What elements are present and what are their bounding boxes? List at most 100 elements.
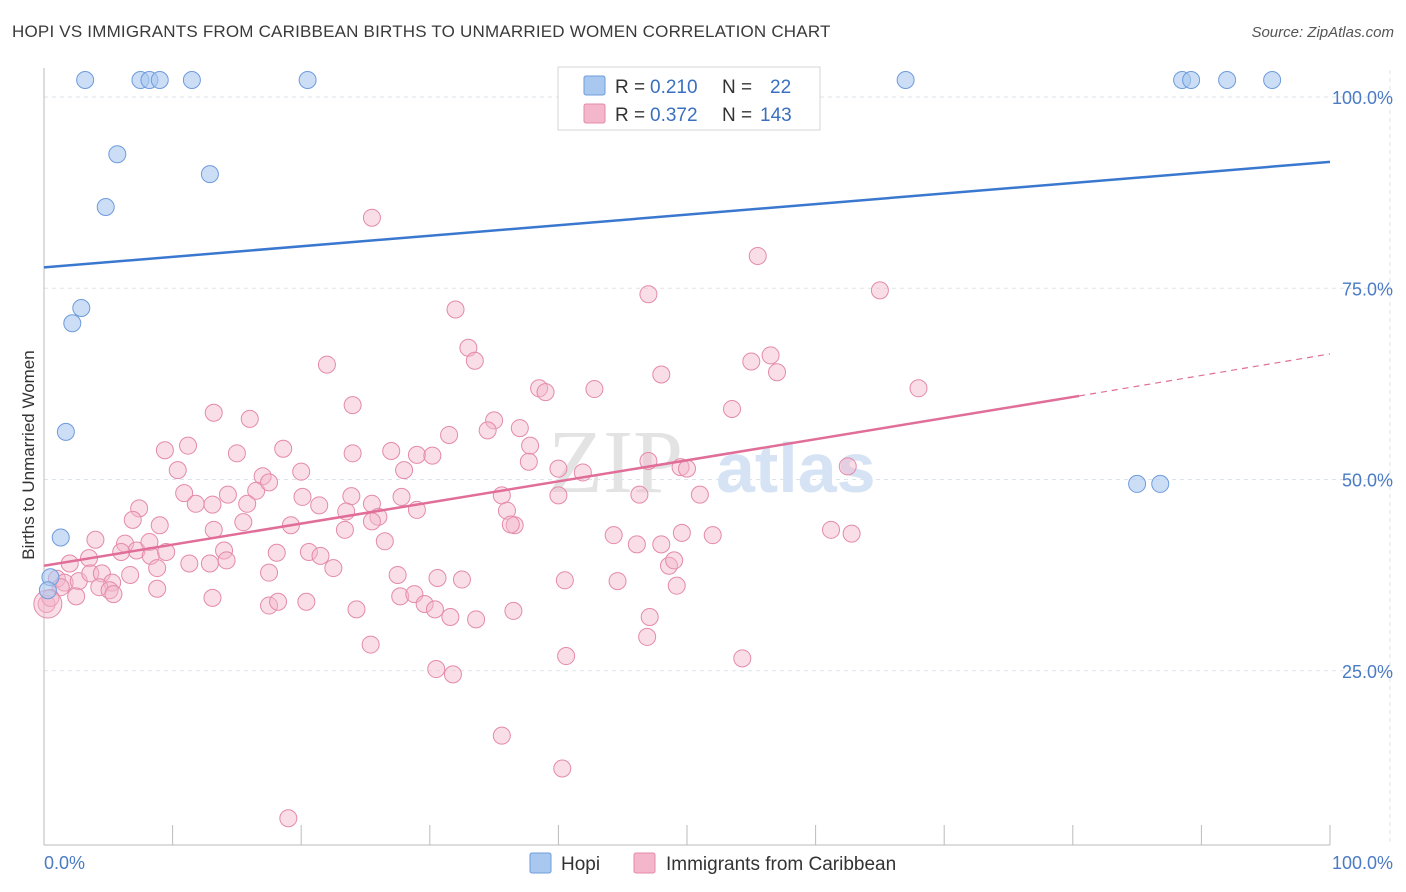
caribbean-point — [415, 595, 434, 614]
hopi-trend-line — [43, 160, 1331, 269]
caribbean-point — [140, 533, 159, 552]
caribbean-point — [204, 403, 223, 422]
legend-caribbean-swatch — [583, 103, 606, 124]
caribbean-point — [123, 510, 142, 529]
caribbean-point — [310, 496, 329, 515]
hopi-point — [1218, 71, 1237, 89]
caribbean-point — [748, 246, 767, 265]
hopi-point — [72, 298, 91, 317]
caribbean-point — [549, 459, 568, 478]
hopi-point — [76, 71, 95, 89]
stats-legend: R = 0.210 N = 22 R = 0.372 N = 143 — [557, 66, 821, 131]
caribbean-point — [761, 346, 780, 365]
bottom-legend-caribbean-swatch — [633, 852, 656, 874]
caribbean-point — [392, 487, 411, 506]
caribbean-point — [186, 494, 205, 513]
caribbean-point — [217, 551, 236, 570]
caribbean-point — [652, 535, 671, 554]
caribbean-point — [733, 649, 752, 668]
caribbean-point — [375, 532, 394, 551]
caribbean-point — [260, 596, 279, 615]
caribbean-point — [382, 442, 401, 461]
caribbean-point — [723, 399, 742, 418]
caribbean-point — [557, 647, 576, 666]
caribbean-point — [822, 520, 841, 539]
caribbean-point — [425, 600, 444, 619]
y-axis-label: Births to Unmarried Women — [19, 350, 38, 559]
legend-caribbean-n-label: N = — [722, 105, 752, 126]
caribbean-point — [362, 208, 381, 227]
caribbean-point — [440, 425, 459, 444]
caribbean-point — [92, 564, 111, 583]
hopi-point — [96, 197, 115, 216]
caribbean-point — [121, 565, 140, 584]
caribbean-point — [690, 485, 709, 504]
caribbean-point — [768, 363, 787, 382]
caribbean-point — [260, 563, 279, 582]
caribbean-point — [311, 546, 330, 565]
caribbean-point — [667, 576, 686, 595]
caribbean-point — [148, 579, 167, 598]
caribbean-point — [478, 421, 497, 440]
legend-caribbean-n-value: 143 — [760, 105, 792, 126]
y-tick-label: 75.0% — [1342, 279, 1393, 299]
caribbean-point — [555, 571, 574, 590]
y-tick-label: 50.0% — [1342, 471, 1393, 491]
caribbean-point — [446, 300, 465, 319]
series-hopi-points — [38, 71, 1282, 600]
caribbean-point — [157, 543, 176, 562]
caribbean-point — [361, 635, 380, 654]
trend-lines — [43, 160, 1331, 568]
watermark-zip: ZIP — [548, 413, 683, 512]
legend-hopi-r-value: 0.210 — [650, 77, 698, 98]
caribbean-point — [200, 554, 219, 573]
hopi-point — [1182, 71, 1201, 89]
hopi-point — [38, 581, 57, 600]
caribbean-point — [639, 285, 658, 304]
caribbean-point — [391, 587, 410, 606]
caribbean-point — [497, 501, 516, 520]
hopi-point — [51, 528, 70, 547]
x-tick-label: 100.0% — [1332, 853, 1393, 873]
caribbean-point — [638, 627, 657, 646]
caribbean-point — [672, 523, 691, 542]
legend-hopi-r-label: R = — [615, 77, 645, 98]
hopi-point — [150, 71, 169, 89]
caribbean-trend-line — [43, 394, 1080, 568]
chart-title: HOPI VS IMMIGRANTS FROM CARIBBEAN BIRTHS… — [12, 22, 831, 41]
caribbean-point — [703, 526, 722, 545]
hopi-point — [108, 145, 127, 164]
caribbean-point — [299, 543, 318, 562]
caribbean-point — [279, 809, 298, 828]
caribbean-point — [652, 365, 671, 384]
caribbean-point — [150, 516, 169, 535]
caribbean-point — [388, 565, 407, 584]
x-tick-label: 0.0% — [44, 853, 85, 873]
caribbean-point — [492, 726, 511, 745]
series-legend: Hopi Immigrants from Caribbean — [529, 852, 896, 875]
hopi-point — [200, 165, 219, 184]
caribbean-point — [203, 495, 222, 514]
caribbean-point — [343, 396, 362, 415]
legend-hopi-swatch — [583, 75, 606, 96]
caribbean-point — [247, 481, 266, 500]
caribbean-point — [168, 461, 187, 480]
legend-caribbean-r-value: 0.372 — [650, 105, 698, 126]
caribbean-point — [459, 338, 478, 357]
caribbean-point — [67, 587, 86, 606]
caribbean-point — [659, 556, 678, 575]
caribbean-point — [234, 513, 253, 532]
caribbean-point — [362, 512, 381, 531]
hopi-point — [896, 71, 915, 89]
caribbean-point — [842, 524, 861, 543]
caribbean-point — [269, 592, 288, 611]
bottom-legend-hopi-swatch — [529, 852, 552, 874]
caribbean-point — [342, 487, 361, 506]
caribbean-point — [467, 610, 486, 629]
caribbean-point — [549, 486, 568, 505]
caribbean-point — [260, 473, 279, 492]
caribbean-point — [423, 446, 442, 465]
caribbean-point — [501, 515, 520, 534]
caribbean-point — [504, 601, 523, 620]
